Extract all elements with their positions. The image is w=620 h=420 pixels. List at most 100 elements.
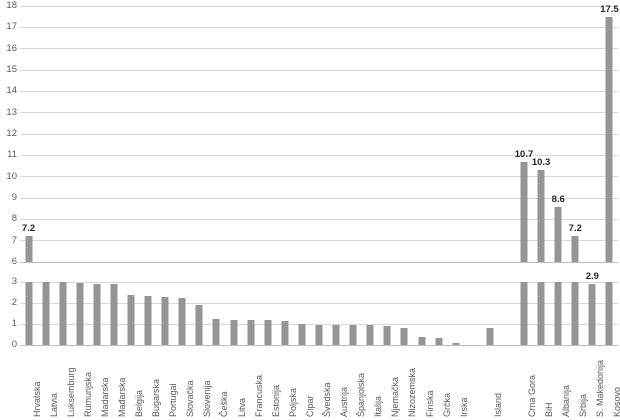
y-axis-lower: 0 1 2 3 xyxy=(0,277,17,350)
gridline-upper-7 xyxy=(20,240,618,242)
bar-slot xyxy=(105,282,122,345)
x-label-slot: Grčka xyxy=(430,349,452,419)
bar-Švedska[interactable] xyxy=(315,325,323,345)
bar-slot xyxy=(567,282,584,345)
bar-slot xyxy=(481,282,498,345)
bar-Nizozemska[interactable] xyxy=(400,328,408,345)
bar-slot xyxy=(191,282,208,345)
chart-panel-lower: 2.9 xyxy=(20,272,618,346)
x-label-slot: Švedska xyxy=(310,349,332,419)
bar-Grčka[interactable] xyxy=(435,337,443,345)
bar-Finska[interactable] xyxy=(418,336,425,345)
bar-slot xyxy=(601,282,618,345)
bar-Slovačka[interactable] xyxy=(178,297,186,345)
bar-Slovenija[interactable] xyxy=(195,305,203,345)
bar-Albanija[interactable] xyxy=(554,282,562,345)
bar-Austrija[interactable] xyxy=(332,325,340,345)
x-label-slot: Slovačka xyxy=(174,349,195,419)
chart-panel-upper: 7.2 10.7 10.3 8.6 7.2 17.5 xyxy=(20,4,619,263)
y-tick-upper-13: 13 xyxy=(6,106,17,118)
bar-Kosovo[interactable] xyxy=(605,16,613,262)
data-label-Hrvatska: 7.2 xyxy=(21,223,36,235)
gridline-upper-8 xyxy=(20,218,618,220)
y-tick-upper-9: 9 xyxy=(11,192,17,203)
y-tick-upper-14: 14 xyxy=(6,85,17,97)
bar-Francuska[interactable] xyxy=(247,319,255,345)
bar-Srbija[interactable] xyxy=(571,236,579,262)
bar-Kosovo[interactable] xyxy=(605,282,613,345)
x-label-slot: Island xyxy=(481,349,503,419)
gridlines-upper xyxy=(20,5,618,263)
bar-Crna Gora[interactable] xyxy=(520,161,528,262)
x-label-slot: Irska xyxy=(447,349,469,419)
bar-Estonija[interactable] xyxy=(264,319,272,345)
x-label-slot: Cipar xyxy=(293,349,315,419)
bar-slot xyxy=(208,282,225,345)
gridline-upper-13 xyxy=(20,112,618,114)
x-label-slot: Poljska xyxy=(276,349,298,419)
bar-Albanija[interactable] xyxy=(554,206,562,262)
bar-Irska[interactable] xyxy=(452,342,460,345)
bar-slot xyxy=(123,282,140,345)
x-label-slot: Francuska xyxy=(242,349,264,419)
bars-upper: 7.2 10.7 10.3 8.6 7.2 17.5 xyxy=(20,4,619,262)
bar-slot xyxy=(157,282,174,345)
bar-Češka[interactable] xyxy=(212,318,220,345)
bar-Hrvatska[interactable] xyxy=(25,282,33,345)
y-tick-lower-0: 0 xyxy=(11,339,17,350)
y-tick-upper-18: 18 xyxy=(6,0,17,11)
data-label-Albanija: 8.6 xyxy=(551,193,565,205)
bar-slot xyxy=(37,282,54,345)
bar-Luksemburg[interactable] xyxy=(59,282,67,345)
x-label-slot: Rumunjska xyxy=(71,349,93,419)
bars-lower: 2.9 xyxy=(20,272,618,345)
x-label-slot: Albanija xyxy=(550,349,571,419)
bar-Mađarska[interactable] xyxy=(110,284,118,345)
bar-Rumunjska[interactable] xyxy=(76,283,84,345)
bar-slot: 2.9 xyxy=(584,272,601,345)
data-label-BiH: 10.3 xyxy=(531,157,551,169)
bar-slot xyxy=(550,282,567,345)
bar-Srbija[interactable] xyxy=(571,282,579,345)
bar-slot xyxy=(259,282,276,345)
y-tick-upper-11: 11 xyxy=(7,149,17,161)
bar-Bugarska[interactable] xyxy=(144,295,152,345)
gridline-lower-3 xyxy=(20,281,618,283)
gridline-upper-9 xyxy=(20,197,618,199)
x-label-slot: Madarska xyxy=(88,349,110,419)
bar-slot xyxy=(276,282,293,345)
bar-S. Makedonija[interactable] xyxy=(588,284,596,345)
bar-BiH[interactable] xyxy=(537,282,545,345)
bar-slot xyxy=(430,282,447,345)
bar-Italija[interactable] xyxy=(366,325,374,345)
x-label-slot: Kosovo xyxy=(601,349,620,419)
bar-BiH[interactable] xyxy=(537,170,545,262)
x-label-slot: Bugarska xyxy=(140,349,161,419)
bar-Hrvatska[interactable] xyxy=(25,236,33,262)
x-label-slot: Češka xyxy=(208,349,229,419)
bar-Njemačka[interactable] xyxy=(383,326,391,345)
bar-Island[interactable] xyxy=(486,328,494,345)
bar-Poljska[interactable] xyxy=(281,320,289,345)
bar-Cipar[interactable] xyxy=(298,324,306,345)
bar-slot xyxy=(242,282,259,345)
x-label-slot: Slovenija xyxy=(191,349,212,419)
x-label-slot: Srbija xyxy=(567,349,588,419)
gridline-upper-12 xyxy=(20,133,618,135)
bar-Latvia[interactable] xyxy=(42,282,50,345)
x-label-slot: Portugal xyxy=(157,349,178,419)
bar-slot xyxy=(379,282,396,345)
bar-Portugal[interactable] xyxy=(161,296,169,345)
x-label-slot: Crna Gora xyxy=(515,349,537,419)
axis-break-gap xyxy=(20,263,618,280)
bar-slot xyxy=(413,282,430,345)
data-label-Srbija: 7.2 xyxy=(568,223,582,235)
bar-slot xyxy=(71,282,88,345)
x-label-slot: S. Makedonija xyxy=(584,349,605,419)
y-axis-upper: 6 7 8 9 10 11 12 13 14 15 16 17 18 xyxy=(0,1,17,267)
bar-Belgija[interactable] xyxy=(127,294,135,345)
bar-Madarska[interactable] xyxy=(93,284,101,345)
bar-Litva[interactable] xyxy=(230,319,238,345)
bar-Crna Gora[interactable] xyxy=(520,282,528,345)
bar-Španjolska[interactable] xyxy=(349,325,357,345)
